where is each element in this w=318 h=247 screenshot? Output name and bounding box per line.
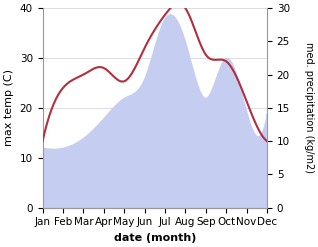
Y-axis label: max temp (C): max temp (C) bbox=[4, 69, 14, 146]
Y-axis label: med. precipitation (kg/m2): med. precipitation (kg/m2) bbox=[304, 42, 314, 173]
X-axis label: date (month): date (month) bbox=[114, 233, 196, 243]
